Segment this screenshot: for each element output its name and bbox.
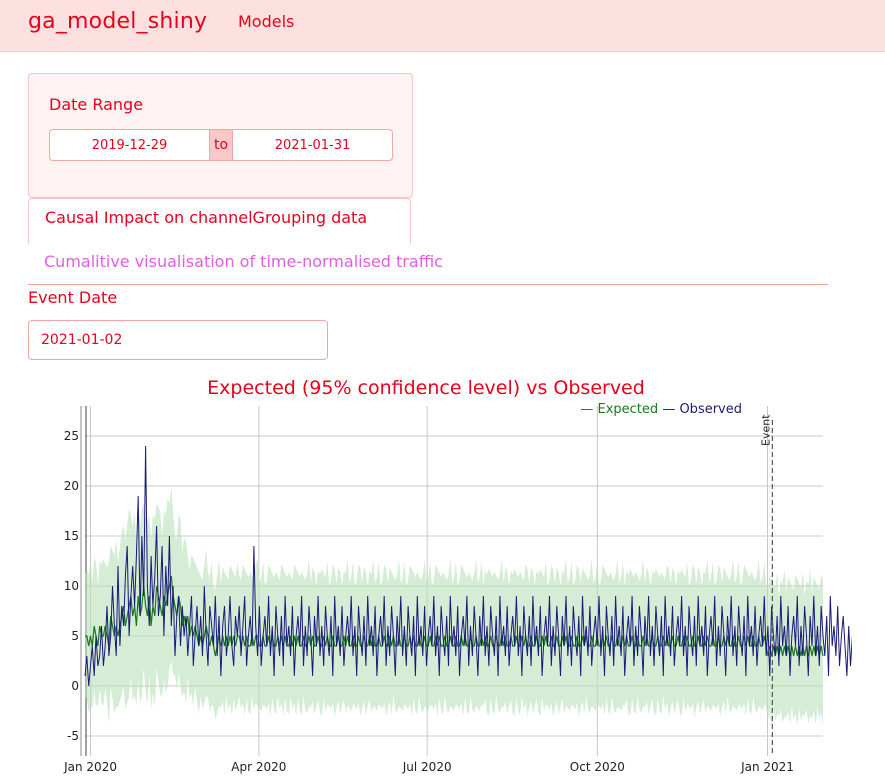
chart-legend: — Expected — Observed [580, 402, 742, 417]
legend-expected: — Expected [580, 402, 659, 417]
end-date-input[interactable]: 2021-01-31 [274, 137, 351, 153]
date-range-label: Date Range [49, 95, 144, 114]
tab-divider [28, 284, 828, 285]
y-tick-label: 20 [64, 479, 79, 493]
sidebar-panel: Date Range 2019-12-29 to 2021-01-31 [28, 73, 413, 198]
y-tick-label: 5 [71, 629, 79, 643]
date-range-input: 2019-12-29 to 2021-01-31 [49, 129, 393, 161]
y-tick-label: 0 [71, 679, 79, 693]
chart-title: Expected (95% confidence level) vs Obser… [207, 377, 645, 399]
event-date-label: Event Date [28, 288, 118, 307]
event-date-input[interactable]: 2021-01-02 [28, 320, 328, 360]
tab-cumulative-visualisation[interactable]: Cumalitive visualisation of time-normali… [44, 252, 443, 271]
y-tick-label: -5 [67, 729, 79, 743]
legend-observed: — Observed [662, 402, 742, 417]
x-tick-label: Jan 2020 [63, 760, 117, 774]
date-range-separator: to [209, 130, 233, 160]
x-tick-label: Apr 2020 [231, 760, 286, 774]
y-tick-label: 10 [64, 579, 79, 593]
legend-expected-label: Expected [597, 402, 659, 417]
event-marker-label: Event [759, 414, 772, 446]
x-tick-label: Jan 2021 [740, 760, 794, 774]
x-tick-label: Jul 2020 [402, 760, 452, 774]
tab-causal-impact[interactable]: Causal Impact on channelGrouping data [28, 198, 411, 244]
navbar: ga_model_shiny Models [0, 0, 885, 52]
y-tick-label: 25 [64, 429, 79, 443]
start-date-input[interactable]: 2019-12-29 [91, 137, 168, 153]
nav-link-models[interactable]: Models [238, 12, 295, 31]
legend-observed-label: Observed [679, 402, 742, 417]
chart-plot: -5 0 5 10 15 20 25 Jan 2020 Apr 2020 Jul 2020 Oct … [63, 406, 852, 774]
y-tick-label: 15 [64, 529, 79, 543]
confidence-band [85, 487, 823, 727]
x-tick-label: Oct 2020 [570, 760, 625, 774]
app-brand[interactable]: ga_model_shiny [28, 9, 208, 34]
series-observed-line [84, 445, 852, 687]
